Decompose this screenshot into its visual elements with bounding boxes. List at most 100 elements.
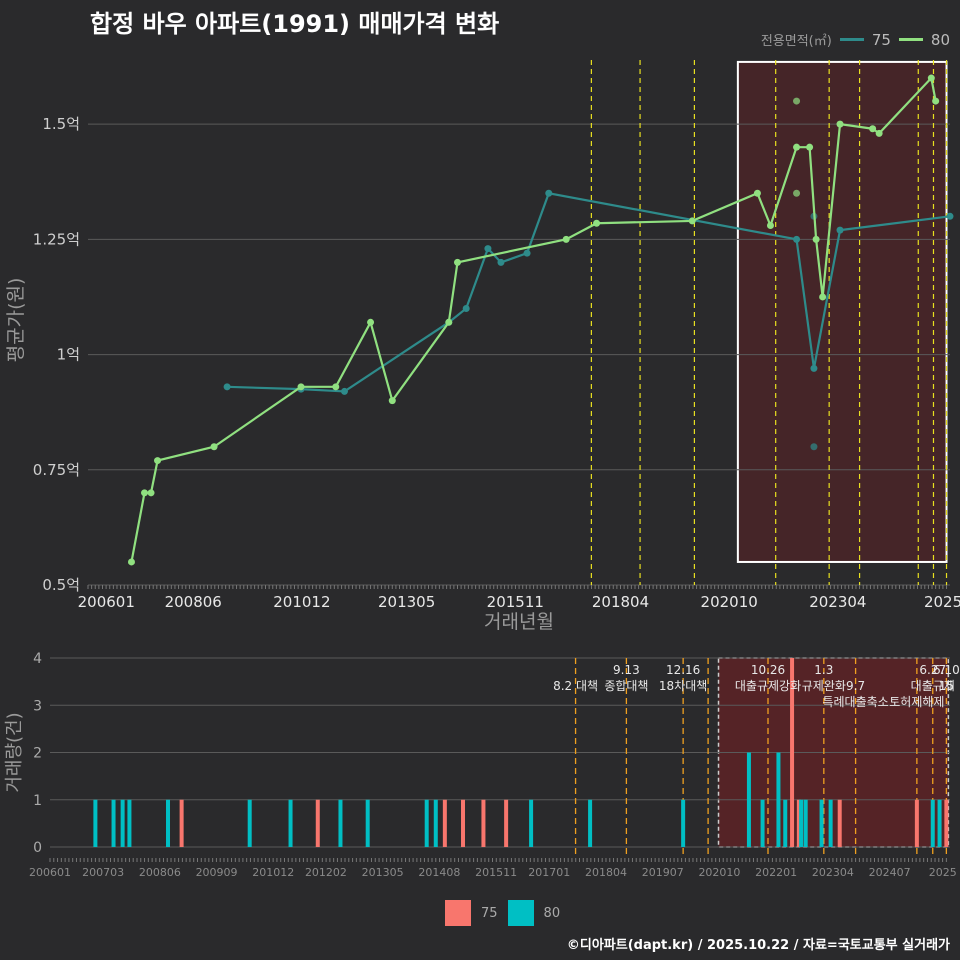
data-point-80 <box>819 293 827 301</box>
data-point-80 <box>154 457 162 465</box>
y-tick-label: 1억 <box>57 346 80 364</box>
x-tick-label: 2025 <box>924 593 960 611</box>
data-point-80 <box>812 235 820 243</box>
x-axis-label: 거래년월 <box>484 611 554 633</box>
y-tick-label: 1 <box>33 793 42 809</box>
y-tick-label: 1.5억 <box>42 115 80 133</box>
policy-annotation: 대출규제 <box>911 679 955 693</box>
data-point-80 <box>453 258 461 266</box>
bar-80 <box>746 752 751 847</box>
bar-80 <box>247 799 252 847</box>
bar-80 <box>120 799 125 847</box>
bar-80 <box>588 799 593 847</box>
data-point-80 <box>147 489 155 497</box>
bar-80 <box>799 799 804 847</box>
x-tick-label: 2025 <box>929 866 957 879</box>
policy-annotation: 9.7 <box>846 679 865 693</box>
y-tick-label: 1.25억 <box>33 230 80 248</box>
x-tick-label: 201305 <box>362 866 404 879</box>
bar-75 <box>315 799 320 847</box>
legend-label-75: 75 <box>871 30 891 49</box>
bar-legend-label-80: 80 <box>543 905 561 921</box>
x-tick-label: 201804 <box>585 866 627 879</box>
data-point-75 <box>793 235 801 243</box>
data-point-75 <box>523 249 531 257</box>
x-tick-label: 202304 <box>809 593 866 611</box>
bar-75 <box>442 799 447 847</box>
x-tick-label: 201701 <box>528 866 570 879</box>
policy-annotation: 8.2 대책 <box>553 678 598 693</box>
policy-annotation: 특례대출축소 <box>822 695 888 709</box>
bar-80 <box>338 799 343 847</box>
bar-75 <box>796 799 801 847</box>
policy-annotation: 15 <box>939 679 954 693</box>
bar-80 <box>783 799 788 847</box>
bar-legend-label-75: 75 <box>481 905 498 921</box>
data-point-75 <box>836 226 844 234</box>
bar-80 <box>776 752 781 847</box>
data-point-75 <box>484 245 492 253</box>
bar-80 <box>365 799 370 847</box>
bar-75 <box>461 799 466 847</box>
scatter-point-80 <box>793 189 801 197</box>
policy-annotation: 1.3 <box>814 663 833 677</box>
data-point-80 <box>141 489 149 497</box>
bar-80 <box>111 799 116 847</box>
x-tick-label: 201408 <box>418 866 460 879</box>
x-tick-label: 200806 <box>139 866 181 879</box>
x-tick-label: 201202 <box>305 866 347 879</box>
data-point-80 <box>927 74 935 82</box>
y-tick-label: 4 <box>33 651 42 667</box>
x-tick-label: 201511 <box>475 866 517 879</box>
x-tick-label: 202010 <box>701 593 758 611</box>
data-point-80 <box>388 397 396 405</box>
data-point-80 <box>875 129 883 137</box>
page-title: 합정 바우 아파트(1991) 매매가격 변화 <box>90 10 500 38</box>
data-point-80 <box>367 318 375 326</box>
bar-80 <box>828 799 833 847</box>
x-tick-label: 200909 <box>196 866 238 879</box>
bar-80 <box>529 799 534 847</box>
data-point-80 <box>688 217 696 225</box>
data-point-80 <box>806 143 814 151</box>
price-line-chart: 0.5억 0.75억 1억 1.25억 1.5억 200601 200806 201012 20… <box>5 60 960 633</box>
bar-80 <box>803 799 808 847</box>
x-tick-label: 201511 <box>487 593 544 611</box>
bar-legend-swatch-75 <box>445 900 471 926</box>
legend-title: 전용면적(㎡) <box>760 34 832 49</box>
y-tick-label: 3 <box>33 698 42 714</box>
x-tick-label: 201907 <box>642 866 684 879</box>
x-tick-label: 202201 <box>755 866 797 879</box>
bar-80 <box>681 799 686 847</box>
bar-80 <box>288 799 293 847</box>
bar-80 <box>127 799 132 847</box>
x-tick-label: 202407 <box>869 866 911 879</box>
data-point-80 <box>766 222 774 230</box>
x-tick-label: 202304 <box>812 866 854 879</box>
scatter-point-80 <box>793 97 801 105</box>
x-tick-label: 200601 <box>29 866 71 879</box>
policy-annotation: 종합대책 <box>604 678 648 693</box>
bar-80 <box>93 799 98 847</box>
source-credit: ©디아파트(dapt.kr) / 2025.10.22 / 자료=국토교통부 실… <box>566 938 950 953</box>
bar-80 <box>166 799 171 847</box>
data-point-80 <box>562 235 570 243</box>
bar-75 <box>914 799 919 847</box>
legend-label-80: 80 <box>930 30 950 49</box>
data-point-75 <box>462 304 470 312</box>
bar-legend: 75 80 <box>445 900 560 926</box>
data-point-80 <box>836 120 844 128</box>
bar-80 <box>930 799 935 847</box>
data-point-80 <box>869 125 877 133</box>
policy-annotation: 10.26 <box>751 663 785 677</box>
data-point-75 <box>340 387 348 395</box>
x-tick-label: 201305 <box>378 593 435 611</box>
highlight-box <box>736 60 948 563</box>
policy-annotation: 대출규제강화 <box>735 679 801 693</box>
bar-legend-swatch-80 <box>507 900 534 926</box>
y-tick-label: 0 <box>33 840 42 856</box>
y-axis-label: 거래량(건) <box>4 712 25 792</box>
data-point-80 <box>210 443 218 451</box>
data-point-75 <box>946 212 954 220</box>
x-tick-label: 200806 <box>165 593 222 611</box>
